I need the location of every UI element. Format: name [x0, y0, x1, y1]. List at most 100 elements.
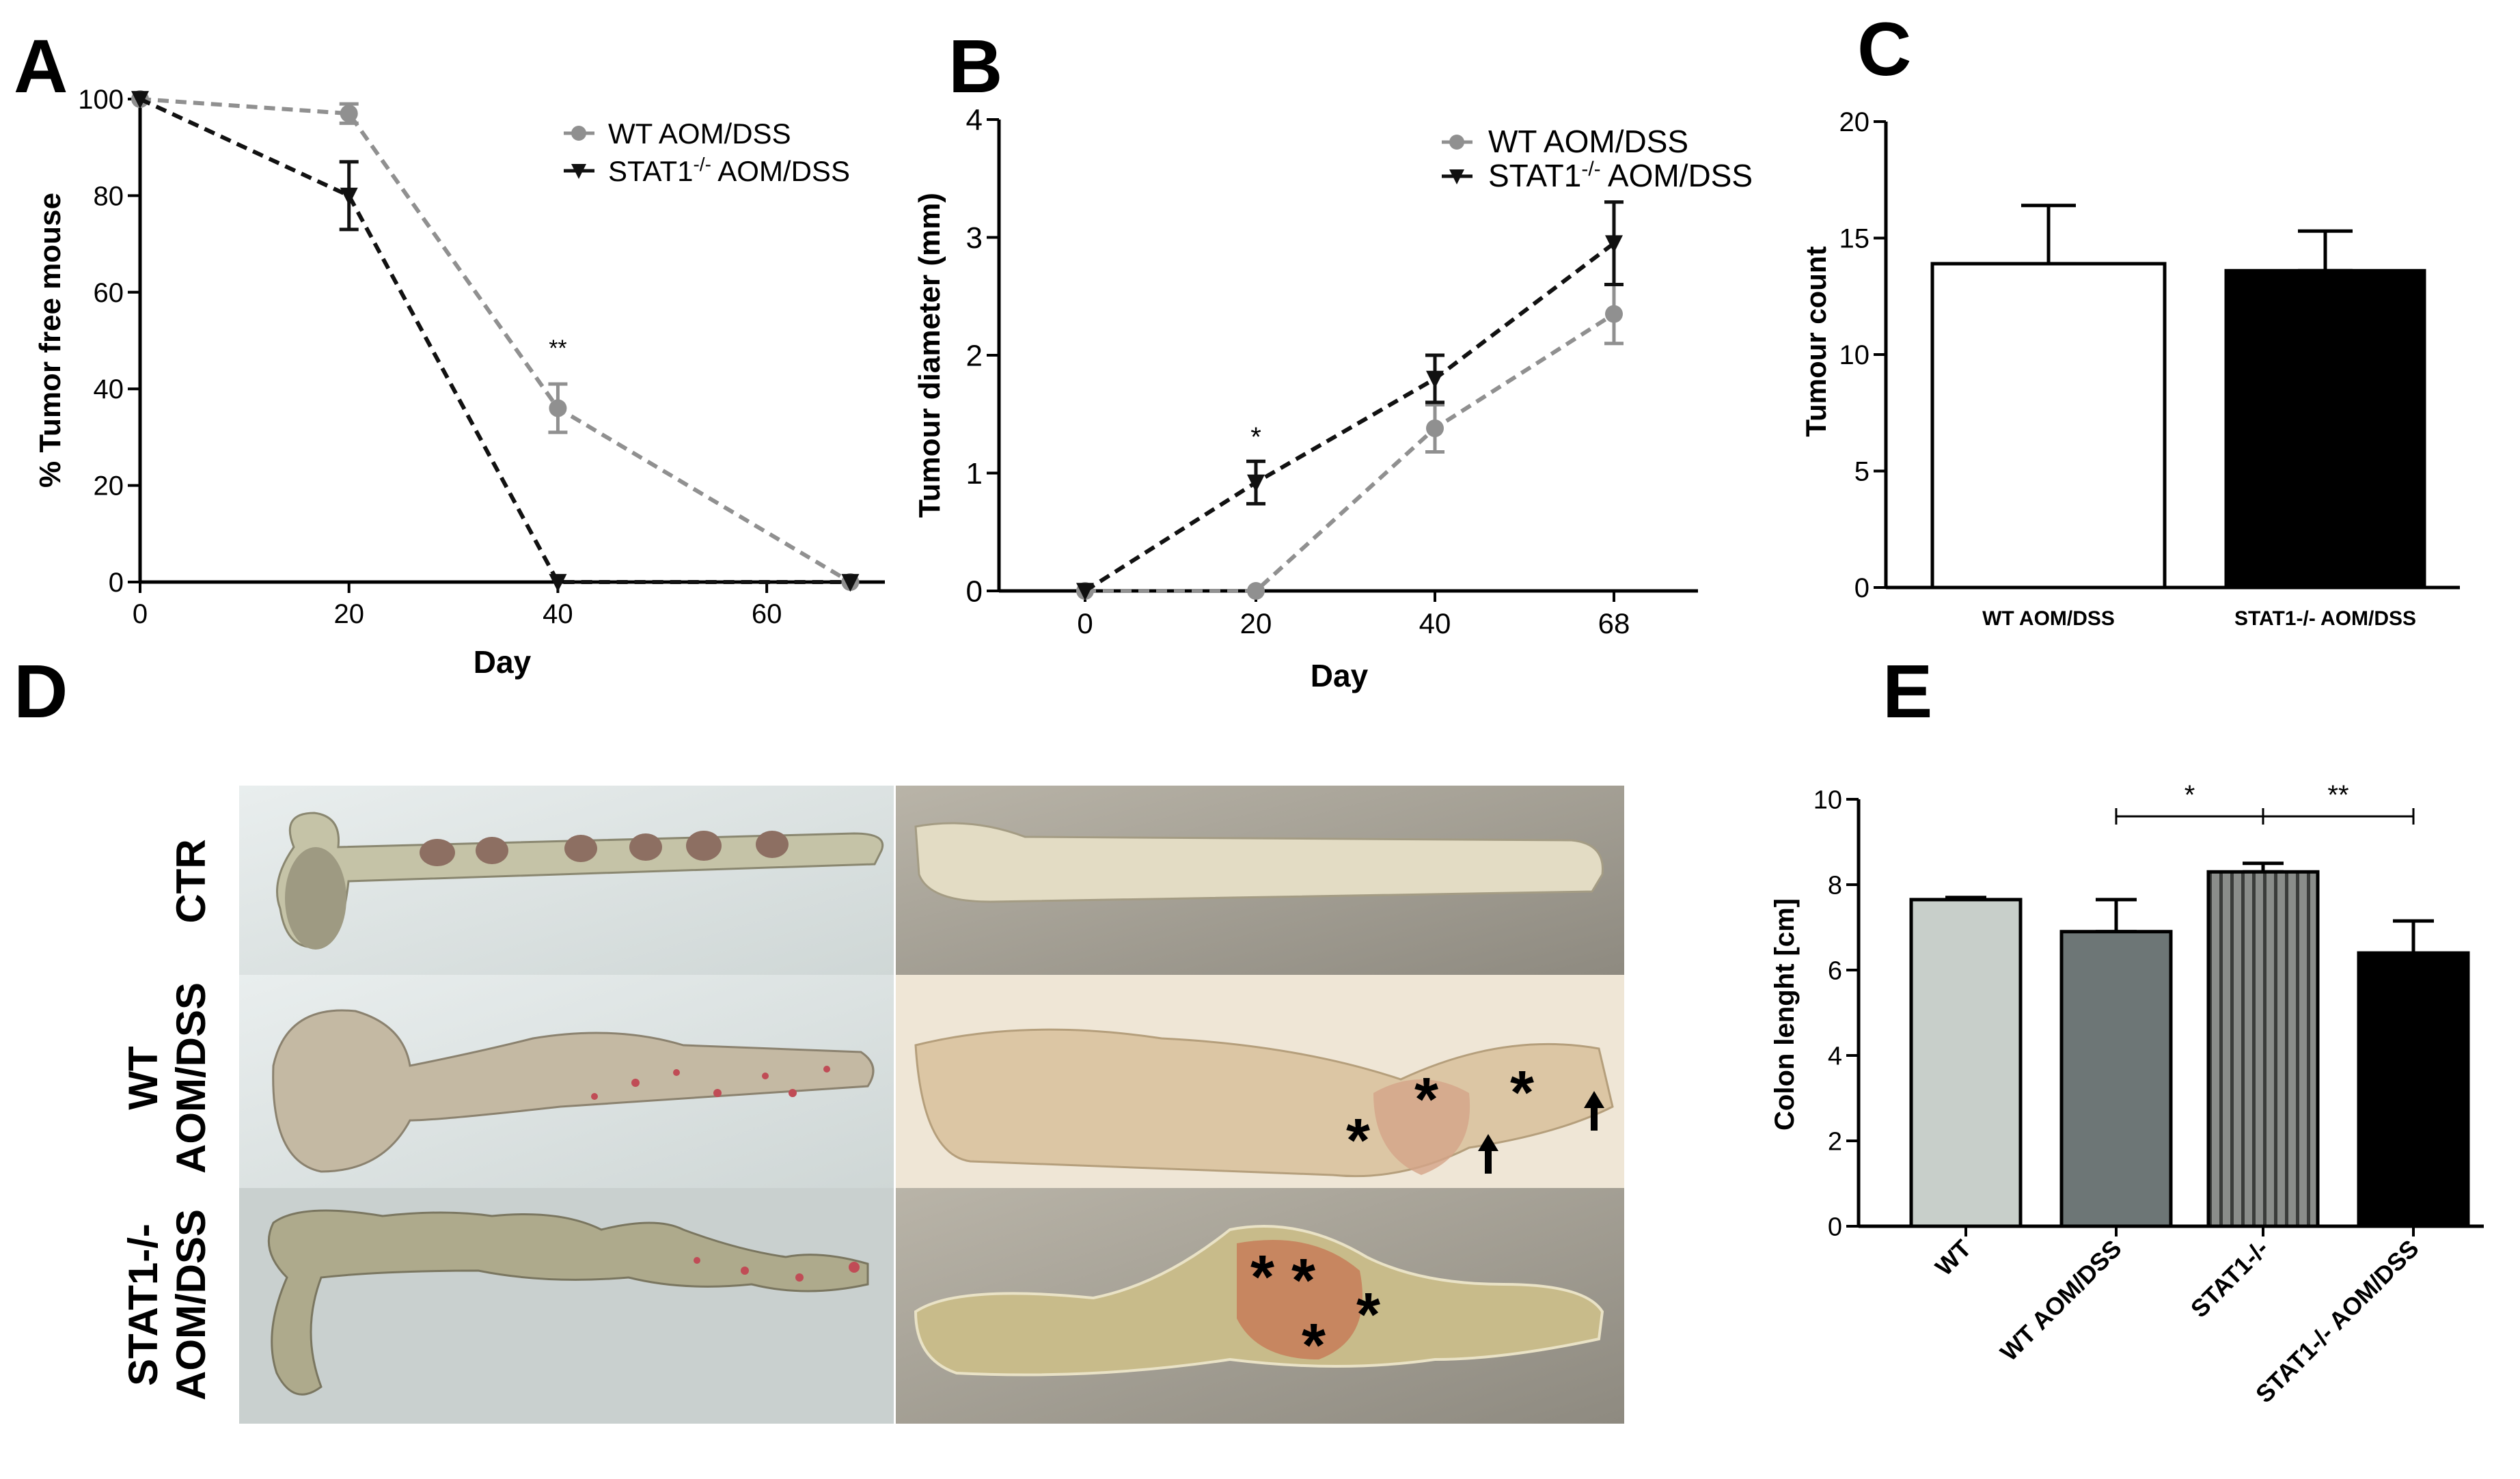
chart-e-ytick-label: 6: [1828, 956, 1842, 985]
chart-c-category-label: STAT1-/- AOM/DSS: [2234, 607, 2416, 630]
chart-e-category-label: WT AOM/DSS: [1995, 1234, 2127, 1367]
chart-a-xtick-label: 0: [133, 599, 148, 629]
chart-e-bar: [2206, 870, 2320, 1228]
colon-ko-whole: [267, 1209, 869, 1396]
chart-b-point-wt: [1605, 305, 1623, 323]
chart-e-bar: [2059, 930, 2173, 1228]
svg-text:*: *: [1356, 1281, 1380, 1349]
chart-a-ytick-label: 0: [109, 568, 124, 598]
panel-label-d: D: [14, 650, 68, 734]
row-label-ko-line1: STAT1-/-: [120, 1224, 166, 1386]
chart-b-xtick-label: 40: [1419, 607, 1451, 639]
chart-a-point-ko: [131, 91, 149, 109]
chart-a-ylabel: % Tumor free mouse: [33, 193, 67, 488]
chart-a-point-ko: [340, 187, 358, 206]
chart-c-ytick-label: 20: [1839, 107, 1870, 137]
svg-text:*: *: [1302, 1312, 1326, 1380]
row-label-wt-line1: WT: [120, 1046, 166, 1109]
chart-b-legend-ko: STAT1-/- AOM/DSS: [1488, 158, 1753, 194]
panel-label-a: A: [14, 25, 68, 109]
colon-ctr-opened: [914, 822, 1604, 903]
chart-b-xlabel: Day: [1311, 658, 1369, 693]
chart-b-xtick-label: 68: [1598, 607, 1630, 639]
chart-b-point-wt: [1247, 582, 1265, 600]
chart-e-ytick-label: 10: [1813, 786, 1842, 814]
chart-e-ylabel: Colon lenght [cm]: [1770, 898, 1800, 1131]
chart-e-ytick-label: 2: [1828, 1127, 1842, 1156]
svg-text:*: *: [1414, 1066, 1438, 1134]
chart-b-point-ko: [1247, 474, 1265, 493]
chart-b-legend: WT AOM/DSS STAT1-/- AOM/DSS: [1442, 124, 1753, 193]
lesion-markers: * * * * * * *: [1250, 1059, 1534, 1380]
chart-c-ytick-label: 10: [1839, 340, 1870, 370]
colon-wt-whole: [272, 1009, 875, 1173]
chart-a-xtick-label: 20: [333, 599, 364, 629]
chart-a-xtick-label: 60: [752, 599, 782, 629]
svg-text:*: *: [1291, 1247, 1315, 1315]
chart-a-legend-wt: WT AOM/DSS: [608, 118, 791, 150]
chart-b-ytick-label: 4: [966, 103, 983, 137]
chart-c-ytick-label: 15: [1839, 224, 1870, 254]
svg-text:*: *: [1250, 1243, 1274, 1312]
chart-a-ytick-label: 60: [94, 278, 124, 308]
row-label-wt-line2: AOM/DSS: [168, 982, 214, 1174]
chart-c-category-label: WT AOM/DSS: [1982, 607, 2115, 630]
chart-b-significance: *: [1250, 422, 1261, 452]
chart-b-ytick-label: 2: [966, 339, 983, 372]
chart-e-significance-label: **: [2327, 780, 2348, 810]
arrow-icon: [1478, 1134, 1498, 1174]
chart-c-ytick-label: 0: [1854, 573, 1870, 603]
chart-b-point-ko: [1426, 370, 1444, 389]
chart-c-ylabel: Tumour count: [1800, 246, 1832, 437]
chart-a-point-ko: [549, 574, 567, 592]
panel-label-e: E: [1882, 650, 1932, 734]
chart-a-point-ko: [841, 574, 860, 592]
chart-a-significance: **: [549, 335, 566, 361]
chart-e-bar: [1909, 898, 2023, 1228]
chart-a-xtick-label: 40: [543, 599, 573, 629]
chart-a-ytick-label: 40: [94, 374, 124, 404]
chart-e-bar: [2357, 951, 2470, 1228]
chart-b-ylabel: Tumour diameter (mm): [913, 193, 946, 518]
chart-c: 0 5 10 15 20 WT AOM/DSS STAT1-/- AOM/DSS Tumo…: [1800, 107, 2460, 630]
chart-a-ytick-label: 80: [94, 181, 124, 211]
chart-b-line-ko: [1084, 241, 1615, 593]
chart-e-ytick-label: 4: [1828, 1042, 1842, 1070]
chart-b-legend-wt-marker: [1449, 135, 1464, 150]
photo-panel-d: * * * * * * * CTR WT AOM/DSS STAT1-/- AO…: [120, 786, 1624, 1424]
chart-c-bar: [2224, 268, 2426, 590]
chart-a-legend-wt-marker: [571, 126, 586, 141]
row-label-ko-line2: AOM/DSS: [168, 1209, 214, 1400]
chart-b-point-wt: [1426, 419, 1444, 437]
chart-e-significance-label: *: [2185, 780, 2195, 810]
panel-label-c: C: [1857, 8, 1911, 92]
chart-b-point-ko: [1605, 235, 1623, 253]
chart-b-point-ko: [1076, 583, 1094, 601]
chart-b-xtick-label: 20: [1240, 607, 1272, 639]
chart-a-line-ko: [139, 97, 851, 584]
chart-b-xtick-label: 0: [1077, 607, 1093, 639]
row-label-ctr: CTR: [168, 839, 214, 923]
chart-a-ytick-label: 100: [78, 85, 124, 115]
chart-b-ytick-label: 0: [966, 575, 983, 608]
chart-a-legend-ko: STAT1-/- AOM/DSS: [608, 154, 850, 188]
chart-e-ytick-label: 0: [1828, 1213, 1842, 1241]
panel-label-b: B: [948, 25, 1002, 109]
arrow-icon: [1584, 1091, 1604, 1131]
chart-a-point-wt: [340, 105, 358, 123]
chart-e: 0 2 4 6 8 10 WT WT AOM/DSS STAT1-/-STAT1-/- AOM…: [1770, 780, 2484, 1408]
chart-b-ytick-label: 1: [966, 457, 983, 490]
chart-b-legend-wt: WT AOM/DSS: [1488, 124, 1688, 159]
chart-a-legend-ko-marker: [571, 164, 586, 179]
chart-e-category-label: STAT1-/- AOM/DSS: [2250, 1234, 2424, 1409]
chart-a: 0 20 40 60 80 100 0 20 40 60 ** Day % Tumor free …: [33, 85, 885, 680]
chart-a-point-wt: [549, 399, 567, 417]
chart-b-legend-ko-marker: [1449, 169, 1464, 184]
chart-e-category-label: STAT1-/-: [2185, 1234, 2274, 1323]
chart-a-xlabel: Day: [474, 644, 532, 680]
chart-a-legend: WT AOM/DSS STAT1-/- AOM/DSS: [564, 118, 850, 187]
chart-e-ytick-label: 8: [1828, 871, 1842, 900]
chart-b-line-wt: [1085, 312, 1615, 593]
